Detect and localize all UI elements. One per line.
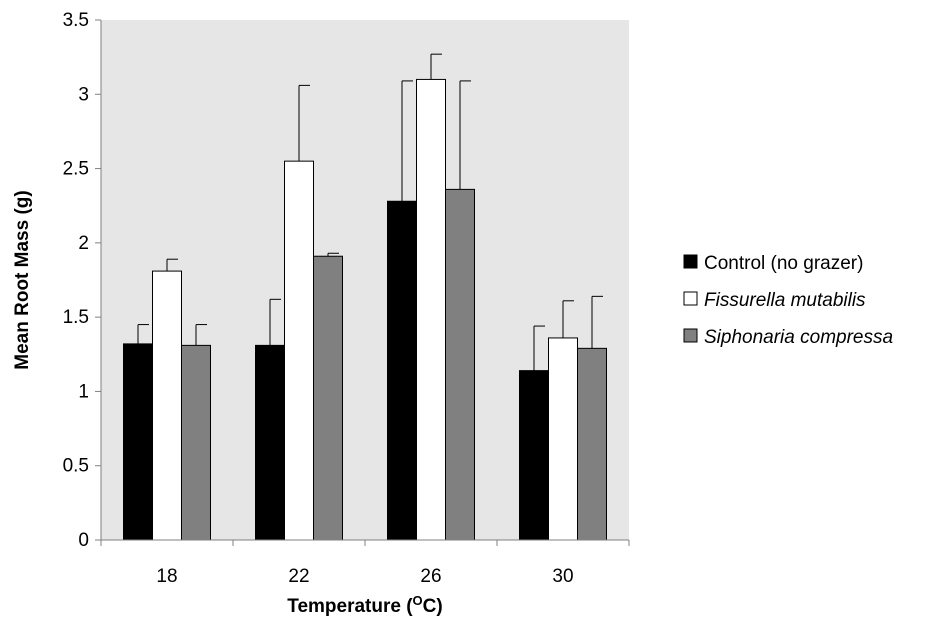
x-axis-title-superscript: O bbox=[413, 593, 423, 608]
error-bars-group bbox=[137, 53, 603, 371]
x-ticks-group: 18 22 26 30 bbox=[100, 540, 630, 587]
y-ticks-group: 0 0.5 1 1.5 2 2.5 3 3.5 bbox=[63, 10, 101, 551]
x-axis-title: Temperature (OC) bbox=[287, 593, 442, 617]
bar bbox=[255, 344, 285, 541]
bar bbox=[123, 343, 153, 541]
y-tick-label: 0.5 bbox=[63, 456, 89, 477]
bar bbox=[416, 78, 446, 541]
y-tick-label: 0 bbox=[78, 530, 89, 551]
bar bbox=[284, 160, 314, 541]
y-tick-label: 3.5 bbox=[63, 10, 89, 31]
bar bbox=[152, 270, 182, 541]
x-tick-label: 30 bbox=[552, 566, 573, 587]
bar bbox=[313, 255, 343, 541]
bars-group bbox=[123, 78, 607, 541]
x-axis-title-main: Temperature ( bbox=[287, 596, 413, 617]
legend-label: Control (no grazer) bbox=[704, 253, 863, 274]
y-tick-label: 1.5 bbox=[63, 307, 89, 328]
y-tick-label: 2.5 bbox=[63, 159, 89, 180]
bar bbox=[519, 370, 549, 541]
legend-swatch bbox=[683, 328, 698, 343]
bar bbox=[387, 200, 417, 541]
legend: Control (no grazer) Fissurella mutabilis S… bbox=[683, 253, 893, 348]
y-tick-label: 3 bbox=[78, 84, 89, 105]
bar bbox=[577, 347, 607, 541]
x-tick-label: 22 bbox=[288, 566, 309, 587]
legend-label: Fissurella mutabilis bbox=[704, 290, 866, 311]
x-tick-label: 26 bbox=[420, 566, 441, 587]
y-tick-label: 2 bbox=[78, 233, 89, 254]
y-axis-title: Mean Root Mass (g) bbox=[12, 190, 33, 369]
x-axis-title-suffix: C) bbox=[423, 596, 443, 617]
legend-swatch bbox=[683, 254, 698, 269]
legend-swatch bbox=[683, 291, 698, 306]
y-tick-label: 1 bbox=[78, 381, 89, 402]
bar bbox=[445, 188, 475, 541]
bar bbox=[548, 337, 578, 541]
bar bbox=[181, 344, 211, 541]
legend-label: Siphonaria compressa bbox=[704, 327, 893, 348]
x-tick-label: 18 bbox=[156, 566, 177, 587]
